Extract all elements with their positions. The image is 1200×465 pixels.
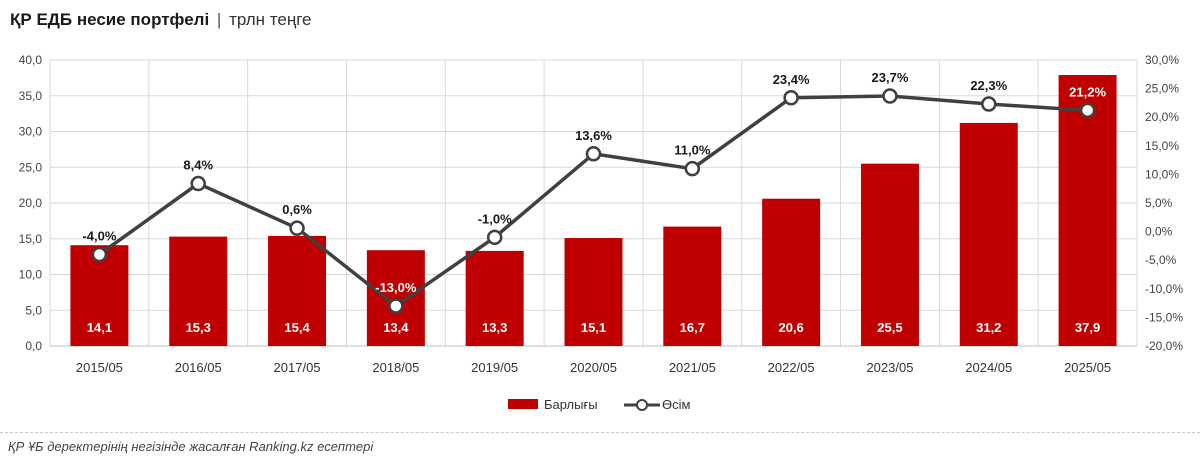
bar: [465, 250, 524, 346]
y-right-tick-label: 20,0%: [1145, 110, 1179, 124]
y-left-tick-label: 0,0: [25, 339, 42, 353]
y-right-tick-label: -15,0%: [1145, 310, 1183, 324]
growth-point-label: 23,4%: [773, 72, 810, 87]
bar: [366, 250, 425, 346]
y-left-tick-label: 10,0: [19, 268, 43, 282]
y-left-tick-label: 20,0: [19, 196, 43, 210]
chart-title-main: ҚР ЕДБ несие портфелі: [10, 10, 210, 29]
growth-point: [91, 246, 108, 263]
x-tick-label: 2024/05: [965, 360, 1012, 375]
y-left-tick-label: 25,0: [19, 160, 43, 174]
x-tick-label: 2015/05: [76, 360, 123, 375]
legend-swatch-marker: [636, 399, 648, 411]
x-tick-label: 2017/05: [274, 360, 321, 375]
growth-point: [289, 220, 305, 236]
y-right-tick-label: 10,0%: [1145, 167, 1179, 181]
bar: [1058, 75, 1117, 346]
chart-title-separator: |: [216, 10, 222, 29]
y-right-tick-label: 30,0%: [1145, 53, 1179, 67]
legend-swatch-bar: [508, 399, 538, 409]
y-right-tick-label: -20,0%: [1145, 339, 1183, 353]
x-tick-label: 2023/05: [866, 360, 913, 375]
chart-area: 0,0 5,0 10,0 15,0 20,0 25,0 30,0 35,0 40,0 -20,0%…: [19, 53, 1184, 412]
y-right-tick-label: -5,0%: [1145, 253, 1177, 267]
bar-value-label: 15,1: [581, 320, 606, 335]
bar-value-label: 16,7: [680, 320, 705, 335]
bar-value-label: 13,3: [482, 320, 507, 335]
bar: [564, 238, 623, 346]
growth-point: [388, 298, 404, 314]
bar-value-label: 14,1: [87, 320, 112, 335]
y-left-tick-label: 30,0: [19, 125, 43, 139]
x-tick-label: 2020/05: [570, 360, 617, 375]
footer-divider: [0, 432, 1200, 433]
bar: [959, 122, 1018, 346]
growth-point-label: 0,6%: [282, 202, 312, 217]
growth-point: [190, 175, 206, 192]
bar-value-label: 25,5: [877, 320, 902, 335]
bar-value-label: 15,3: [186, 320, 211, 335]
growth-point: [1079, 102, 1096, 119]
bar: [268, 235, 327, 346]
chart-title-unit: трлн теңге: [229, 10, 312, 29]
y-left-tick-label: 15,0: [19, 232, 43, 246]
x-tick-label: 2021/05: [669, 360, 716, 375]
bar-value-label: 20,6: [778, 320, 803, 335]
chart-title: ҚР ЕДБ несие портфелі | трлн теңге: [10, 10, 312, 30]
growth-point: [684, 160, 701, 177]
x-tick-label: 2022/05: [768, 360, 815, 375]
bar: [169, 236, 228, 346]
y-right-tick-label: 25,0%: [1145, 82, 1179, 96]
x-tick-label: 2018/05: [372, 360, 419, 375]
growth-point-label: 13,6%: [575, 128, 612, 143]
legend-label-line: Өсім: [662, 397, 691, 412]
bar-value-label: 37,9: [1075, 320, 1100, 335]
bar: [860, 163, 919, 346]
bar: [762, 198, 821, 346]
bar-value-label: 31,2: [976, 320, 1001, 335]
y-right-tick-label: 15,0%: [1145, 139, 1179, 153]
x-tick-label: 2016/05: [175, 360, 222, 375]
growth-point: [486, 229, 503, 246]
growth-point-label: -13,0%: [375, 280, 417, 295]
y-right-tick-label: 5,0%: [1145, 196, 1173, 210]
y-left-tick-label: 5,0: [25, 303, 42, 317]
footer-source: ҚР ҰБ деректерінің негізінде жасалған Ra…: [8, 439, 374, 454]
y-right-tick-label: 0,0%: [1145, 225, 1173, 239]
growth-point: [783, 90, 799, 106]
x-tick-label: 2019/05: [471, 360, 518, 375]
legend-label-bar: Барлығы: [544, 397, 598, 412]
y-left-tick-label: 40,0: [19, 53, 43, 67]
bar-value-label: 13,4: [383, 320, 409, 335]
y-right-tick-label: -10,0%: [1145, 282, 1183, 296]
growth-point: [585, 146, 602, 162]
y-left-tick-label: 35,0: [19, 89, 43, 103]
growth-point-label: 11,0%: [674, 143, 711, 158]
growth-point-label: 21,2%: [1069, 84, 1106, 99]
x-tick-label: 2025/05: [1064, 360, 1111, 375]
growth-point-label: 8,4%: [183, 158, 213, 173]
bar: [663, 226, 722, 346]
growth-point: [882, 88, 898, 104]
growth-point-label: 23,7%: [872, 70, 909, 85]
growth-point-label: -1,0%: [478, 211, 512, 226]
growth-point-label: -4,0%: [82, 228, 116, 243]
growth-point: [981, 96, 997, 112]
bar-value-label: 15,4: [284, 320, 310, 335]
growth-point-label: 22,3%: [970, 78, 1007, 93]
